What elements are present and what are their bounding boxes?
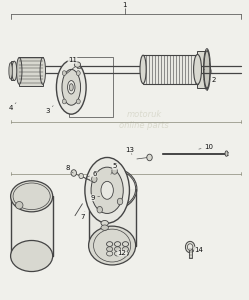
Ellipse shape (115, 242, 121, 247)
Ellipse shape (115, 247, 121, 251)
Ellipse shape (16, 57, 22, 84)
Ellipse shape (123, 251, 128, 256)
Text: 13: 13 (125, 147, 134, 154)
Ellipse shape (15, 202, 23, 209)
Text: 5: 5 (111, 164, 117, 174)
Ellipse shape (62, 71, 66, 76)
Ellipse shape (97, 206, 102, 213)
Ellipse shape (62, 99, 66, 104)
Bar (89, 189, 136, 246)
Text: 1: 1 (122, 2, 127, 8)
Ellipse shape (91, 167, 123, 214)
Ellipse shape (187, 244, 193, 250)
Bar (197, 51, 207, 88)
Ellipse shape (40, 57, 46, 84)
Ellipse shape (57, 60, 86, 114)
Ellipse shape (101, 225, 108, 230)
Ellipse shape (123, 247, 128, 251)
Ellipse shape (193, 54, 201, 84)
Text: 4: 4 (8, 103, 16, 111)
Bar (11, 196, 53, 256)
Ellipse shape (117, 198, 123, 205)
Bar (143, 55, 197, 84)
Ellipse shape (9, 63, 12, 79)
Text: 8: 8 (65, 165, 73, 173)
Ellipse shape (107, 247, 113, 251)
Ellipse shape (186, 242, 195, 253)
Ellipse shape (76, 71, 80, 76)
Ellipse shape (79, 173, 83, 179)
Bar (19, 57, 43, 86)
Text: 10: 10 (199, 144, 213, 150)
Ellipse shape (225, 151, 228, 156)
Ellipse shape (107, 242, 113, 247)
Text: 6: 6 (87, 171, 97, 177)
Bar (189, 247, 191, 257)
Ellipse shape (69, 84, 73, 91)
Ellipse shape (71, 170, 76, 176)
Ellipse shape (12, 61, 17, 81)
Text: 14: 14 (194, 247, 203, 253)
Text: 3: 3 (46, 106, 53, 114)
Ellipse shape (11, 241, 53, 272)
Text: 11: 11 (68, 57, 77, 63)
Ellipse shape (112, 168, 117, 174)
Ellipse shape (123, 242, 128, 247)
Text: 12: 12 (118, 250, 126, 256)
Ellipse shape (115, 251, 121, 256)
Ellipse shape (89, 226, 136, 265)
Ellipse shape (147, 154, 152, 161)
Bar (11, 61, 14, 80)
Ellipse shape (67, 81, 75, 94)
Ellipse shape (140, 55, 146, 84)
Text: 2: 2 (209, 63, 216, 83)
Bar (69, 57, 113, 117)
Ellipse shape (92, 176, 97, 182)
Ellipse shape (107, 251, 113, 256)
Ellipse shape (11, 181, 53, 212)
Ellipse shape (85, 158, 129, 223)
Ellipse shape (101, 182, 113, 199)
Ellipse shape (76, 99, 80, 104)
Bar (77, 64, 80, 68)
Text: motoruk
online parts: motoruk online parts (120, 110, 169, 130)
Ellipse shape (62, 69, 80, 105)
Ellipse shape (101, 220, 108, 226)
Ellipse shape (74, 62, 80, 67)
Text: 9: 9 (90, 195, 100, 201)
Text: 7: 7 (80, 211, 85, 220)
Ellipse shape (204, 51, 210, 88)
